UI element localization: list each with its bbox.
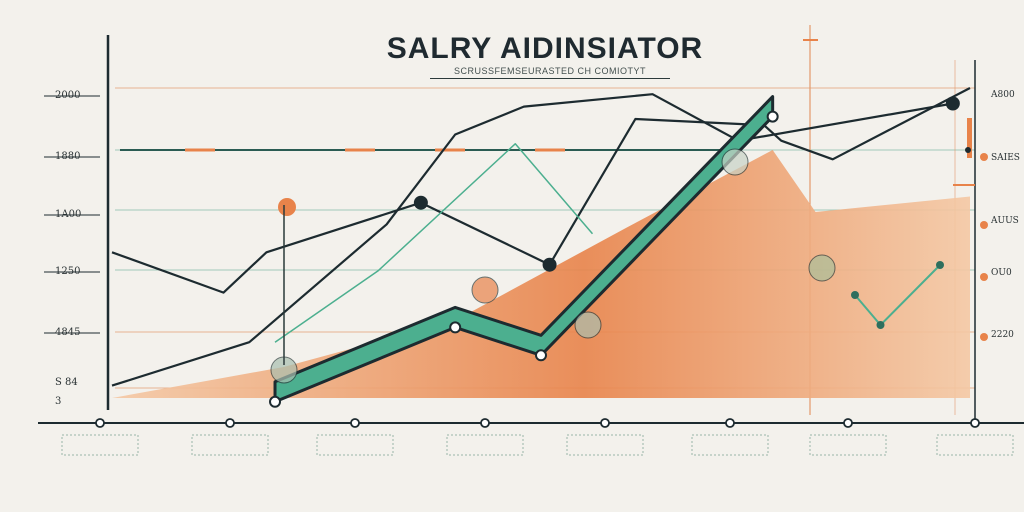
series-point: [945, 96, 960, 111]
mini-series-point: [851, 291, 859, 299]
highlight-marker: [574, 311, 602, 339]
x-tick-marker: [95, 418, 105, 428]
legend-dot: [980, 153, 988, 161]
x-tick-label-box: [809, 434, 887, 456]
x-tick-marker: [480, 418, 490, 428]
y-tick-label-right: A800: [991, 90, 1015, 100]
y-tick-label-right: SAIES: [991, 153, 1020, 163]
accent-bar: [967, 118, 972, 158]
legend-dot: [980, 221, 988, 229]
series-line: [111, 93, 954, 387]
mini-series-point: [936, 261, 944, 269]
line-series: [111, 87, 971, 387]
accent-dot: [965, 147, 971, 153]
x-tick-marker: [725, 418, 735, 428]
y-tick-label-left: 1250: [55, 266, 81, 277]
x-tick-marker: [350, 418, 360, 428]
area-series: [112, 150, 970, 398]
x-tick-marker: [970, 418, 980, 428]
series-point: [413, 195, 428, 210]
y-tick-label-right: OU0: [991, 268, 1012, 278]
ribbon-point: [766, 110, 779, 123]
x-tick-marker: [225, 418, 235, 428]
x-tick-label-box: [691, 434, 769, 456]
y-tick-label-left: 1A00: [55, 209, 82, 220]
chart-subtitle: SCRUSSFEMSEURASTED CH COMIOTYT: [430, 66, 670, 79]
ribbon-series: [269, 95, 779, 408]
highlight-marker: [808, 254, 836, 282]
legend-dot: [980, 273, 988, 281]
axes: [38, 35, 1024, 424]
x-tick-marker: [843, 418, 853, 428]
y-tick-label-left: S 84: [55, 377, 78, 388]
ribbon-point: [269, 395, 282, 408]
ribbon-point: [449, 321, 462, 334]
x-tick-label-box: [446, 434, 524, 456]
x-tick-label-box: [566, 434, 644, 456]
x-tick-label-box: [936, 434, 1014, 456]
x-tick-label-box: [191, 434, 269, 456]
series-point: [542, 257, 557, 272]
x-tick-label-box: [316, 434, 394, 456]
chart-title: SALRY AIDINSIATOR: [386, 32, 704, 65]
ribbon-point: [535, 349, 547, 362]
y-tick-label-left: 1880: [55, 151, 81, 162]
y-tick-label-right: 2220: [991, 330, 1014, 340]
x-tick-marker: [600, 418, 610, 428]
y-tick-label-right: AUUS: [991, 216, 1019, 226]
x-tick-labels: [61, 418, 1014, 456]
mini-series-point: [876, 321, 885, 329]
decorations: [803, 39, 988, 341]
highlight-marker: [471, 276, 499, 304]
highlight-marker: [721, 148, 749, 176]
x-tick-label-box: [61, 434, 139, 456]
series-line: [111, 87, 971, 294]
y-tick-label-left: 2000: [55, 90, 81, 101]
series-line: [274, 143, 594, 343]
accent-marker: [278, 198, 296, 216]
y-tick-label-left: 4845: [55, 327, 81, 338]
y-tick-label-left: 3: [55, 396, 62, 407]
data-points: [270, 96, 960, 384]
area-fill: [112, 150, 970, 398]
legend-dot: [980, 333, 988, 341]
